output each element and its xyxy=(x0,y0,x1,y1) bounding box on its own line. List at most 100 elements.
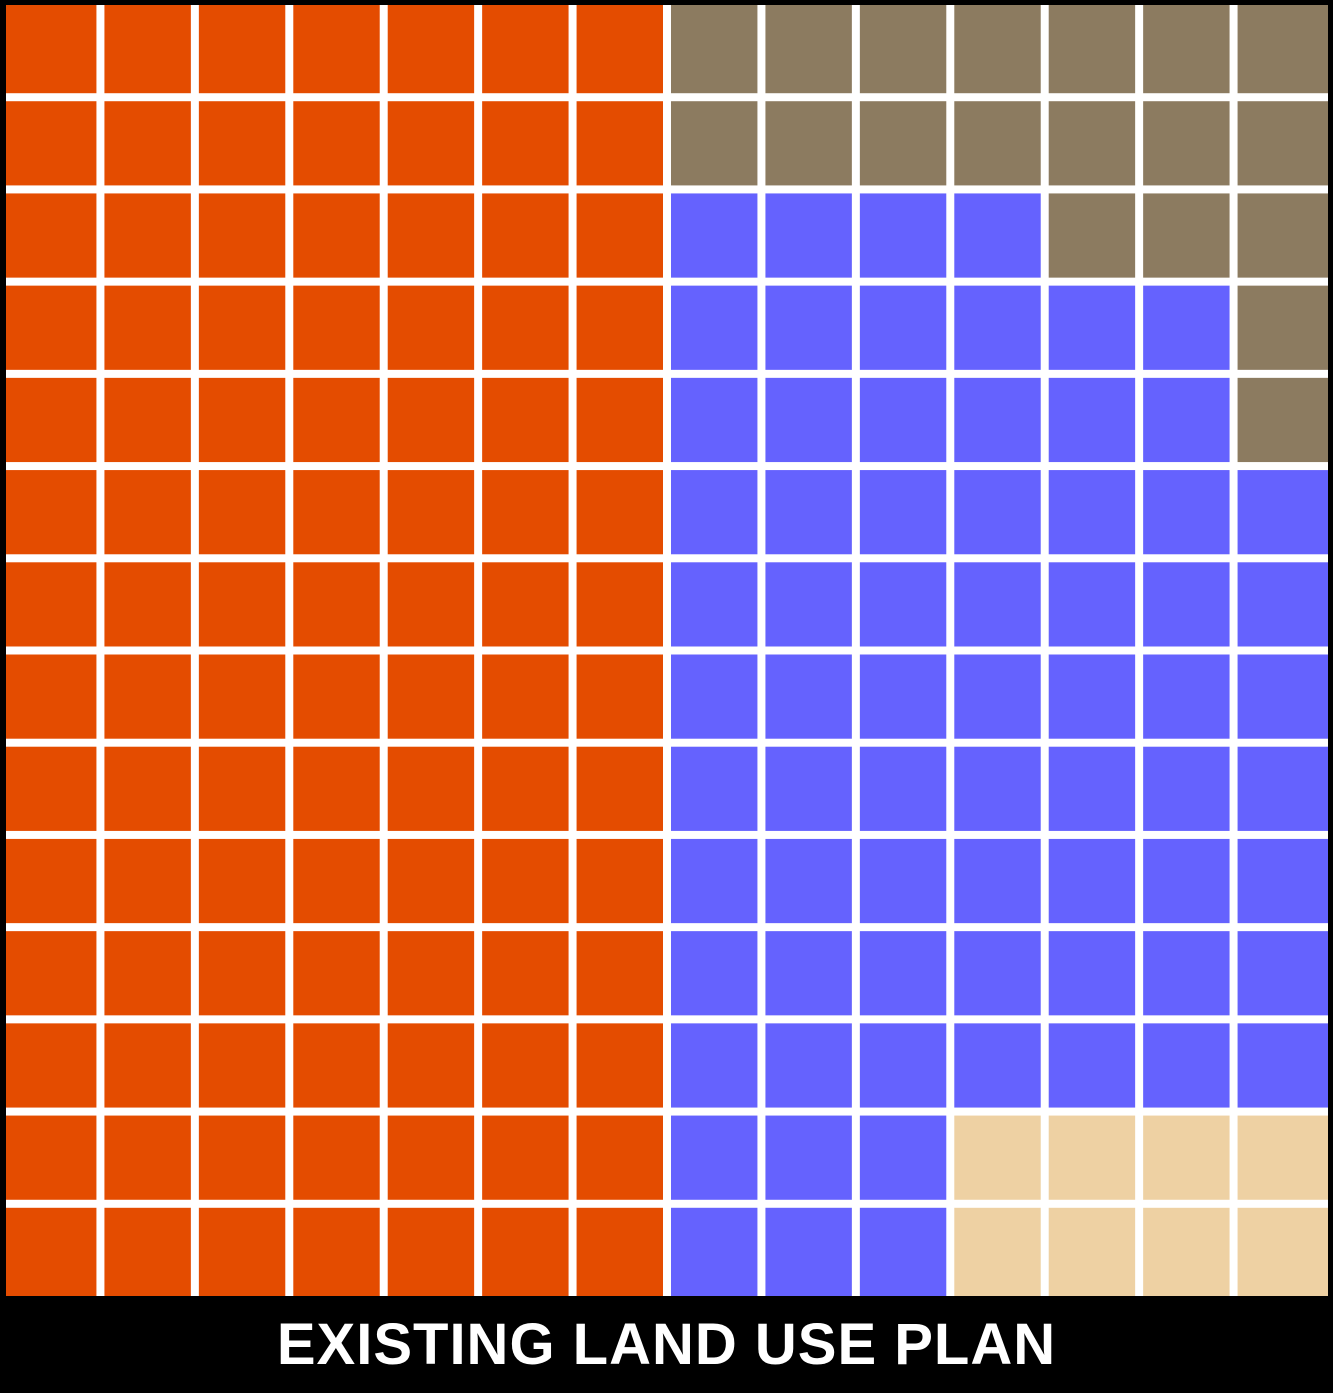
waffle-cell-orange xyxy=(482,746,569,831)
waffle-cell-orange xyxy=(104,931,191,1016)
waffle-cell-orange xyxy=(387,1207,475,1296)
waffle-cell-orange xyxy=(387,285,475,370)
waffle-cell-orange xyxy=(198,285,286,370)
waffle-cell-orange xyxy=(576,746,663,831)
waffle-cell-blue xyxy=(1143,838,1230,924)
waffle-cell-orange xyxy=(387,101,475,186)
waffle-cell-orange xyxy=(482,5,569,94)
waffle-cell-blue xyxy=(765,1207,852,1296)
waffle-cell-orange xyxy=(198,838,286,924)
waffle-cell-orange xyxy=(6,1023,97,1108)
waffle-cell-blue xyxy=(1048,285,1136,370)
waffle-cell-orange xyxy=(482,931,569,1016)
waffle-cell-orange xyxy=(482,562,569,647)
waffle-cell-orange xyxy=(482,101,569,186)
waffle-cell-orange xyxy=(293,654,380,739)
waffle-cell-orange xyxy=(387,1115,475,1200)
waffle-cell-blue xyxy=(1237,746,1328,831)
waffle-cell-orange xyxy=(198,562,286,647)
waffle-cell-blue xyxy=(859,193,947,278)
waffle-cell-orange xyxy=(198,654,286,739)
waffle-cell-blue xyxy=(954,193,1041,278)
waffle-cell-orange xyxy=(576,562,663,647)
waffle-cell-tan xyxy=(954,1115,1041,1200)
waffle-cell-orange xyxy=(387,5,475,94)
waffle-cell-blue xyxy=(954,1023,1041,1108)
waffle-cell-orange xyxy=(387,562,475,647)
waffle-cell-orange xyxy=(198,101,286,186)
waffle-cell-blue xyxy=(671,377,758,463)
waffle-cell-brown xyxy=(1048,5,1136,94)
waffle-cell-blue xyxy=(1143,654,1230,739)
waffle-cell-orange xyxy=(387,193,475,278)
waffle-cell-blue xyxy=(671,931,758,1016)
waffle-cell-orange xyxy=(104,1023,191,1108)
waffle-cell-orange xyxy=(198,746,286,831)
waffle-cell-blue xyxy=(765,838,852,924)
waffle-cell-orange xyxy=(576,193,663,278)
waffle-cell-brown xyxy=(1237,377,1328,463)
waffle-cell-blue xyxy=(765,1023,852,1108)
waffle-cell-blue xyxy=(1143,931,1230,1016)
waffle-cell-orange xyxy=(576,285,663,370)
waffle-cell-brown xyxy=(1143,193,1230,278)
waffle-cell-orange xyxy=(293,562,380,647)
waffle-cell-tan xyxy=(1237,1207,1328,1296)
waffle-cell-orange xyxy=(104,1115,191,1200)
waffle-cell-brown xyxy=(1048,101,1136,186)
waffle-cell-orange xyxy=(482,1023,569,1108)
waffle-cell-orange xyxy=(387,470,475,555)
waffle-cell-orange xyxy=(576,1023,663,1108)
waffle-cell-brown xyxy=(671,5,758,94)
waffle-cell-orange xyxy=(576,1207,663,1296)
waffle-cell-blue xyxy=(671,746,758,831)
waffle-cell-blue xyxy=(671,285,758,370)
waffle-cell-tan xyxy=(1237,1115,1328,1200)
waffle-cell-blue xyxy=(1048,1023,1136,1108)
waffle-cell-orange xyxy=(293,838,380,924)
waffle-cell-blue xyxy=(859,746,947,831)
waffle-cell-orange xyxy=(293,931,380,1016)
waffle-cell-orange xyxy=(293,101,380,186)
waffle-cell-tan xyxy=(1048,1115,1136,1200)
waffle-cell-orange xyxy=(576,654,663,739)
waffle-cell-brown xyxy=(1048,193,1136,278)
waffle-cell-orange xyxy=(104,377,191,463)
waffle-cell-blue xyxy=(954,746,1041,831)
waffle-cell-orange xyxy=(576,377,663,463)
waffle-cell-orange xyxy=(293,377,380,463)
waffle-cell-tan xyxy=(1048,1207,1136,1296)
waffle-cell-blue xyxy=(765,193,852,278)
chart-title: EXISTING LAND USE PLAN xyxy=(276,1311,1057,1377)
waffle-cell-orange xyxy=(482,838,569,924)
waffle-cell-orange xyxy=(293,193,380,278)
waffle-cell-orange xyxy=(6,470,97,555)
waffle-cell-orange xyxy=(6,654,97,739)
waffle-cell-blue xyxy=(765,470,852,555)
waffle-cell-blue xyxy=(1143,285,1230,370)
waffle-cell-orange xyxy=(6,1207,97,1296)
waffle-cell-brown xyxy=(765,5,852,94)
waffle-cell-orange xyxy=(6,5,97,94)
waffle-cell-blue xyxy=(1143,562,1230,647)
waffle-cell-orange xyxy=(104,5,191,94)
waffle-cell-blue xyxy=(671,838,758,924)
waffle-cell-orange xyxy=(576,470,663,555)
waffle-cell-blue xyxy=(954,654,1041,739)
waffle-cell-orange xyxy=(387,746,475,831)
waffle-cell-orange xyxy=(387,377,475,463)
waffle-cell-orange xyxy=(387,838,475,924)
waffle-cell-blue xyxy=(671,654,758,739)
waffle-cell-orange xyxy=(293,470,380,555)
waffle-cell-blue xyxy=(859,1207,947,1296)
waffle-cell-blue xyxy=(859,562,947,647)
waffle-cell-blue xyxy=(671,193,758,278)
waffle-cell-blue xyxy=(1048,562,1136,647)
waffle-cell-blue xyxy=(1143,1023,1230,1108)
waffle-cell-blue xyxy=(1237,654,1328,739)
waffle-cell-blue xyxy=(954,838,1041,924)
waffle-cell-blue xyxy=(1237,1023,1328,1108)
waffle-cell-blue xyxy=(1048,931,1136,1016)
caption-bar: EXISTING LAND USE PLAN xyxy=(0,1296,1333,1393)
waffle-cell-orange xyxy=(104,746,191,831)
